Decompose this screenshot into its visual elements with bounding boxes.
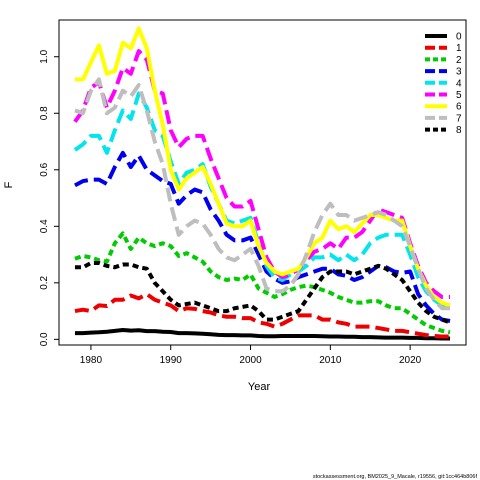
footer-credit: stockassessment.org, BM2025_9_Macale, r1… — [313, 474, 478, 480]
x-tick-label: 2000 — [239, 355, 262, 366]
series-line-2 — [74, 231, 451, 335]
y-tick-label: 1.0 — [39, 49, 50, 63]
x-axis-title: Year — [248, 381, 271, 393]
x-tick-label: 2010 — [319, 355, 342, 366]
series-layer — [73, 26, 451, 341]
x-axis: 1980 1990 2000 2010 2020 — [80, 344, 422, 366]
legend-label-4: 4 — [456, 78, 462, 89]
legend-label-6: 6 — [456, 102, 462, 113]
legend-label-2: 2 — [456, 55, 462, 66]
series-line-8 — [74, 261, 451, 325]
legend-label-1: 1 — [456, 43, 462, 54]
y-tick-label: 0.8 — [39, 106, 50, 120]
series-line-1 — [74, 292, 451, 339]
series-line-7 — [74, 77, 451, 311]
series-line-6 — [74, 26, 451, 308]
legend-label-7: 7 — [456, 113, 462, 124]
series-line-5 — [73, 49, 451, 299]
legend-label-3: 3 — [456, 67, 462, 78]
y-tick-label: 0.4 — [39, 219, 50, 233]
x-tick-label: 1990 — [160, 355, 183, 366]
legend-label-5: 5 — [456, 90, 462, 101]
series-line-0 — [74, 328, 451, 341]
y-tick-label: 0.2 — [39, 275, 50, 289]
legend-label-8: 8 — [456, 125, 462, 136]
y-tick-label: 0.6 — [39, 162, 50, 176]
y-tick-label: 0.0 — [39, 332, 50, 346]
y-axis-title: F — [3, 181, 15, 188]
x-tick-label: 2020 — [399, 355, 422, 366]
legend-label-0: 0 — [456, 32, 462, 43]
x-tick-label: 1980 — [80, 355, 103, 366]
y-axis: 0.0 0.2 0.4 0.6 0.8 1.0 — [39, 49, 59, 346]
